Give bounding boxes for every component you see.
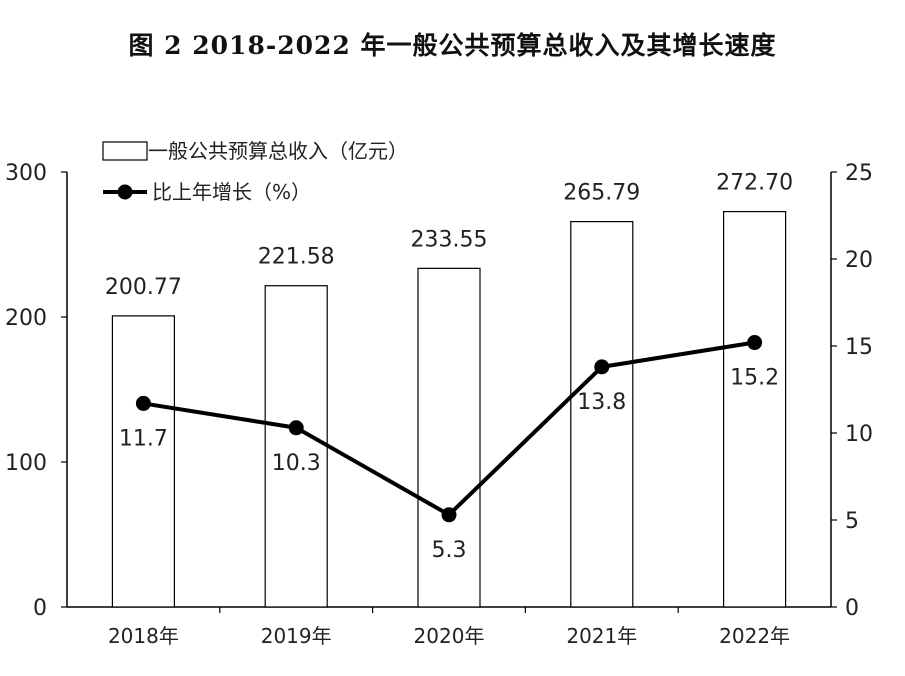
growth-point [594,359,610,375]
growth-point [288,420,304,436]
bar [111,315,176,608]
bar [417,267,481,608]
right-y-tick-label: 0 [845,596,859,621]
right-y-tick-label: 25 [845,161,873,186]
legend: 一般公共预算总收入（亿元） 比上年增长（%） [102,139,408,204]
growth-value-label: 15.2 [730,366,779,391]
growth-value-label: 13.8 [577,390,626,415]
growth-point [441,507,457,523]
legend-bar-label: 一般公共预算总收入（亿元） [148,139,408,163]
right-y-tick-label: 10 [845,422,873,447]
bar [264,285,328,608]
left-y-tick-label: 200 [5,306,47,331]
x-tick-label: 2022年 [719,624,790,648]
right-y-tick-label: 15 [845,335,873,360]
x-tick-label: 2018年 [108,624,179,648]
right-y-tick-label: 5 [845,509,859,534]
bar [722,210,787,608]
chart-title: 图 2 2018-2022 年一般公共预算总收入及其增长速度 [128,31,777,60]
axes-layer: 0 100 200 300 0 5 10 15 20 25 2018年 2019年 2020年 2021年… [5,161,873,648]
bar-value-label: 221.58 [258,245,335,270]
growth-value-label: 5.3 [432,538,467,563]
growth-value-label: 10.3 [272,451,321,476]
x-tick-label: 2021年 [566,624,637,648]
left-y-tick-label: 100 [5,451,47,476]
growth-point [135,395,151,411]
chart-panel: 0 100 200 300 0 5 10 15 20 25 2018年 2019年 2020年 2021年… [0,82,905,676]
growth-value-label: 11.7 [119,426,168,451]
legend-line-label: 比上年增长（%） [152,180,311,204]
bar-value-label: 272.70 [716,171,793,196]
x-tick-label: 2020年 [414,624,485,648]
line-layer: 11.7 10.3 5.3 13.8 15.2 [119,335,779,563]
bar [570,221,634,608]
legend-bar-swatch [102,141,148,161]
legend-line-marker [117,184,133,200]
bar-value-label: 233.55 [411,227,488,252]
growth-point [747,335,763,351]
right-y-tick-label: 20 [845,248,873,273]
bar-value-label: 265.79 [563,181,640,206]
left-y-tick-label: 300 [5,161,47,186]
bars-layer: 200.77 221.58 233.55 265.79 272.70 [105,171,793,608]
x-tick-label: 2019年 [261,624,332,648]
left-y-tick-label: 0 [33,596,47,621]
chart-svg: 0 100 200 300 0 5 10 15 20 25 2018年 2019年 2020年 2021年… [5,139,873,648]
bar-value-label: 200.77 [105,275,182,300]
